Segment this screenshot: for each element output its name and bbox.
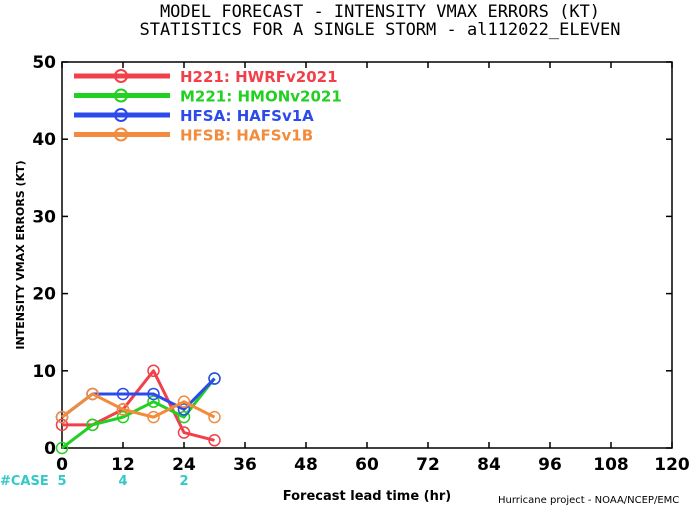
data-point bbox=[55, 410, 69, 424]
data-point bbox=[116, 387, 130, 401]
data-point bbox=[208, 372, 221, 385]
data-point bbox=[86, 418, 99, 432]
chart-title: MODEL FORECAST - INTENSITY VMAX ERRORS (… bbox=[160, 2, 600, 22]
credit-text: Hurricane project - NOAA/NCEP/EMC bbox=[498, 495, 679, 506]
chart-subtitle: STATISTICS FOR A SINGLE STORM - al112022… bbox=[139, 20, 620, 40]
case-count-label: #CASE bbox=[0, 474, 49, 489]
data-point bbox=[55, 441, 69, 455]
legend-entry: HFSB: HAFSv1B bbox=[74, 127, 313, 145]
legend-marker bbox=[114, 127, 128, 142]
legend-series-label: HMONv2021 bbox=[237, 88, 341, 106]
legend-series-name: H221 bbox=[180, 68, 224, 86]
data-point bbox=[147, 410, 160, 424]
series-hfsa bbox=[55, 372, 221, 424]
data-point bbox=[208, 410, 221, 424]
case-count: 5 bbox=[57, 474, 66, 489]
x-tick-label: 12 bbox=[111, 455, 135, 475]
legend-marker bbox=[114, 108, 128, 122]
legend-series-label: HWRFv2021 bbox=[235, 68, 337, 86]
x-tick-label: 72 bbox=[416, 455, 440, 475]
legend-marker bbox=[114, 88, 128, 103]
plot-area-frame bbox=[61, 61, 673, 449]
x-axis-ticks: 0 12 24 36 48 60 72 84 96 108 120 bbox=[56, 62, 690, 475]
data-point bbox=[147, 395, 160, 408]
series-line bbox=[61, 392, 216, 419]
data-point bbox=[208, 434, 221, 447]
x-tick-label: 48 bbox=[294, 455, 318, 475]
case-count: 2 bbox=[179, 474, 188, 489]
legend-series-name: HFSB bbox=[180, 127, 225, 145]
legend-entry: M221: HMONv2021 bbox=[74, 88, 342, 106]
y-tick-label: 30 bbox=[32, 207, 56, 227]
y-tick-label: 40 bbox=[32, 130, 56, 150]
y-tick-label: 20 bbox=[32, 285, 56, 305]
data-point bbox=[177, 403, 191, 416]
data-point bbox=[147, 364, 160, 378]
x-tick-label: 60 bbox=[355, 455, 379, 475]
data-point bbox=[86, 387, 99, 401]
x-tick-label: 0 bbox=[56, 455, 68, 475]
y-tick-label: 0 bbox=[44, 439, 56, 459]
case-count: 4 bbox=[118, 474, 127, 489]
series-line bbox=[61, 377, 216, 419]
data-point bbox=[177, 395, 191, 408]
data-point bbox=[116, 410, 130, 424]
legend-entry: H221: HWRFv2021 bbox=[74, 68, 338, 86]
legend-series-label: HAFSv1A bbox=[237, 107, 314, 125]
legend-label: HFSB: HAFSv1B bbox=[180, 127, 313, 145]
legend-marker bbox=[114, 69, 128, 83]
case-counts: 5 4 2 bbox=[57, 474, 188, 489]
x-tick-label: 120 bbox=[654, 455, 690, 475]
legend-series-label: HAFSv1B bbox=[236, 127, 313, 145]
x-tick-label: 36 bbox=[233, 455, 257, 475]
x-tick-label: 108 bbox=[593, 455, 629, 475]
data-point bbox=[147, 387, 160, 401]
x-tick-label: 84 bbox=[477, 455, 501, 475]
series-hfsb bbox=[55, 387, 221, 424]
x-tick-label: 24 bbox=[172, 455, 196, 475]
legend-label: H221: HWRFv2021 bbox=[180, 68, 338, 86]
data-point bbox=[177, 410, 191, 424]
x-axis-label: Forecast lead time (hr) bbox=[283, 489, 451, 504]
legend-label: HFSA: HAFSv1A bbox=[180, 107, 314, 125]
legend-series-name: HFSA bbox=[180, 107, 226, 125]
y-axis-label: INTENSITY VMAX ERRORS (KT) bbox=[14, 160, 27, 349]
data-point bbox=[55, 418, 69, 432]
y-axis-ticks: 0 10 20 30 40 50 bbox=[32, 53, 672, 459]
data-point bbox=[116, 403, 130, 416]
series-layer bbox=[55, 364, 221, 455]
x-tick-label: 96 bbox=[538, 455, 562, 475]
legend-label: M221: HMONv2021 bbox=[180, 88, 342, 106]
y-tick-label: 10 bbox=[32, 362, 56, 382]
legend-entry: HFSA: HAFSv1A bbox=[74, 107, 314, 125]
data-point bbox=[177, 426, 191, 439]
y-tick-label: 50 bbox=[32, 53, 56, 73]
legend-series-name: M221 bbox=[180, 88, 226, 106]
